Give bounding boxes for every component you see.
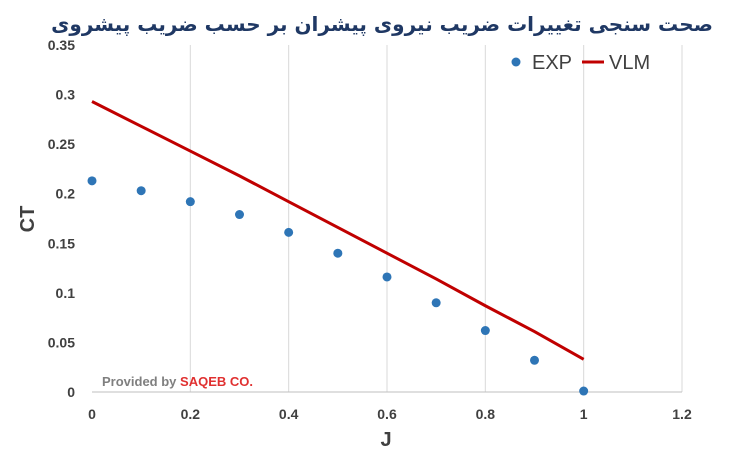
exp-point [530, 355, 539, 365]
y-tick-label: 0.35 [48, 37, 75, 53]
y-axis-label: CT [17, 206, 39, 233]
vlm-line [91, 100, 585, 361]
legend-exp-label: EXP [532, 52, 572, 74]
x-tick-label: 0.6 [377, 406, 397, 422]
exp-point [284, 227, 294, 237]
y-tick-label: 0.2 [56, 186, 76, 202]
exp-point [235, 210, 244, 220]
gridlines [189, 45, 683, 392]
x-tick-label: 0.4 [279, 406, 299, 422]
y-tick-label: 0 [67, 384, 75, 400]
credit-prefix: Provided by [102, 374, 180, 389]
credit-text: Provided by SAQEB CO. [102, 374, 253, 389]
x-tick-label: 0 [88, 406, 96, 422]
y-tick-label: 0.05 [48, 334, 75, 350]
exp-point [87, 176, 97, 186]
y-tick-label: 0.15 [48, 235, 75, 251]
y-tick-label: 0.1 [56, 285, 76, 301]
exp-point [480, 326, 490, 336]
legend: EXP VLM [511, 52, 650, 74]
series-vlm [91, 100, 585, 361]
x-tick-labels: 0 0.2 0.4 0.6 0.8 1 1.2 [88, 406, 692, 422]
x-tick-label: 0.8 [476, 406, 496, 422]
exp-point [579, 386, 589, 396]
series-exp [87, 176, 589, 396]
exp-point [136, 186, 146, 196]
chart-title: صحت سنجی تغییرات ضریب نیروی پیشران بر حس… [51, 12, 713, 37]
x-tick-label: 1.2 [672, 406, 692, 422]
legend-exp-marker [511, 57, 521, 67]
y-tick-label: 0.3 [56, 87, 76, 103]
x-tick-label: 1 [580, 406, 588, 422]
y-tick-label: 0.25 [48, 136, 75, 152]
x-tick-label: 0.2 [181, 406, 201, 422]
exp-point [431, 298, 441, 308]
exp-point [185, 197, 195, 207]
legend-vlm-label: VLM [609, 52, 650, 74]
credit-brand: SAQEB CO. [180, 374, 253, 389]
x-axis-label: J [380, 429, 391, 451]
y-tick-labels: 0 0.05 0.1 0.15 0.2 0.25 0.3 0.35 [48, 37, 75, 400]
exp-point [382, 272, 392, 282]
exp-point [333, 248, 343, 258]
